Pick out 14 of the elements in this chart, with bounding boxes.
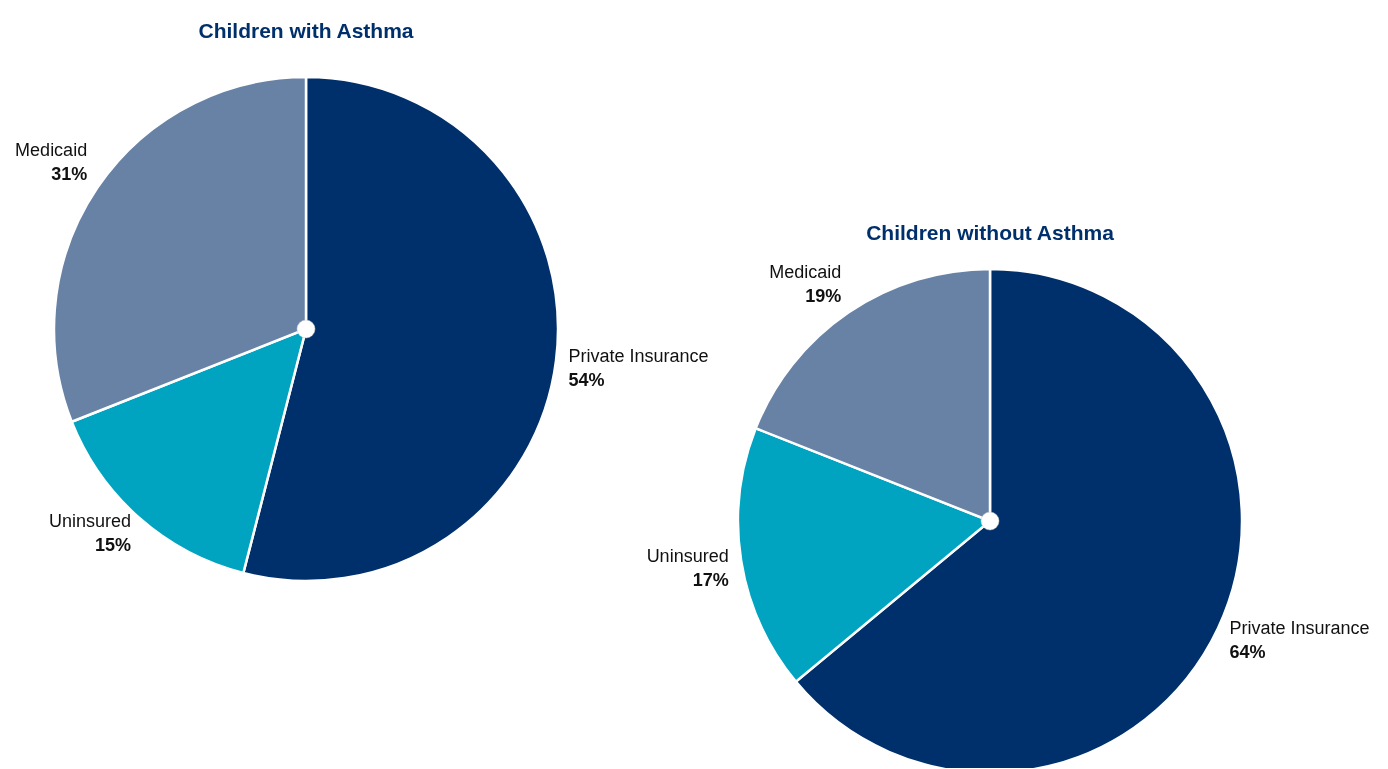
- slice-label: Medicaid: [769, 262, 842, 283]
- chart-title: Children without Asthma: [866, 221, 1115, 244]
- chart-title: Children with Asthma: [198, 19, 414, 42]
- slice-label: Medicaid: [15, 140, 88, 161]
- data-label: 19%: [805, 286, 842, 307]
- data-label: 17%: [692, 570, 729, 591]
- data-label: 15%: [94, 535, 132, 556]
- data-label: 64%: [1229, 641, 1266, 662]
- slice-label: Uninsured: [48, 511, 132, 532]
- data-label: 31%: [51, 164, 88, 185]
- slice-label: Private Insurance: [1229, 617, 1370, 638]
- data-label: 54%: [568, 370, 605, 391]
- slice-label: Uninsured: [646, 546, 729, 567]
- slice-label: Private Insurance: [568, 346, 709, 367]
